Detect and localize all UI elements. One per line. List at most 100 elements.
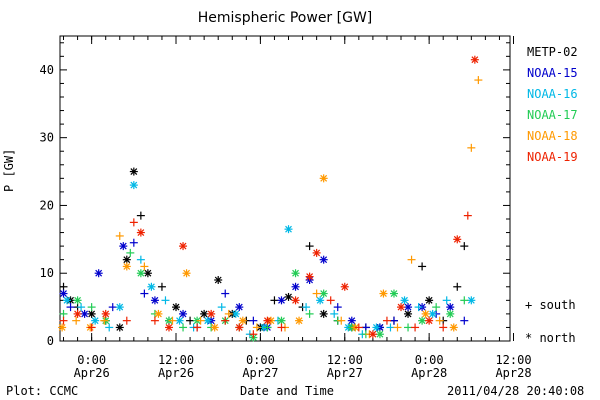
- data-point-metp-02-south: [270, 296, 279, 305]
- data-point-noaa-17-north: [375, 330, 384, 339]
- data-point-noaa-18-north: [379, 289, 388, 298]
- data-point-noaa-18-north: [122, 262, 131, 271]
- x-tick-date-label: Apr26: [158, 366, 194, 380]
- data-point-metp-02-south: [418, 262, 427, 271]
- data-point-noaa-17-south: [179, 323, 188, 332]
- data-point-noaa-18-north: [449, 323, 458, 332]
- legend-item-noaa-15: NOAA-15: [527, 66, 578, 80]
- x-tick-date-label: Apr27: [327, 366, 363, 380]
- data-point-noaa-16-south: [414, 303, 423, 312]
- data-point-noaa-17-south: [460, 296, 469, 305]
- data-point-noaa-18-north: [182, 269, 191, 278]
- data-point-noaa-17-north: [446, 309, 455, 318]
- y-tick-label: 30: [40, 131, 54, 145]
- data-point-noaa-18-south: [196, 316, 205, 325]
- data-point-noaa-18-north: [238, 316, 247, 325]
- data-point-noaa-15-north: [235, 303, 244, 312]
- data-point-noaa-19-south: [129, 218, 138, 227]
- data-point-noaa-18-north: [58, 323, 67, 332]
- data-point-noaa-18-north: [154, 309, 163, 318]
- data-point-noaa-17-north: [418, 316, 427, 325]
- data-point-noaa-15-north: [277, 296, 286, 305]
- data-point-noaa-18-north: [421, 309, 430, 318]
- data-point-noaa-19-north: [425, 316, 434, 325]
- data-point-noaa-19-north: [263, 316, 272, 325]
- data-point-noaa-15-south: [108, 303, 117, 312]
- data-point-noaa-17-south: [126, 248, 135, 257]
- data-point-noaa-16-north: [63, 296, 72, 305]
- data-point-noaa-16-north: [400, 296, 409, 305]
- data-point-noaa-18-south: [224, 309, 233, 318]
- data-point-metp-02-north: [129, 167, 138, 176]
- footer-credit: Plot: CCMC: [6, 384, 79, 398]
- data-point-noaa-17-south: [432, 303, 441, 312]
- data-point-noaa-19-north: [397, 303, 406, 312]
- data-point-metp-02-north: [404, 309, 413, 318]
- data-point-noaa-16-south: [136, 255, 145, 264]
- data-point-noaa-18-south: [168, 316, 177, 325]
- data-point-noaa-16-north: [372, 323, 381, 332]
- x-tick-time-label: 12:00: [327, 353, 363, 367]
- data-point-noaa-17-north: [389, 289, 398, 298]
- data-point-noaa-19-north: [164, 323, 173, 332]
- data-point-noaa-19-north: [305, 272, 314, 281]
- data-point-noaa-19-south: [277, 323, 286, 332]
- data-point-noaa-19-north: [235, 323, 244, 332]
- data-point-noaa-17-south: [404, 323, 413, 332]
- data-point-noaa-17-south: [59, 309, 68, 318]
- data-point-noaa-19-north: [312, 248, 321, 257]
- data-point-noaa-18-north: [210, 323, 219, 332]
- data-point-noaa-19-south: [59, 316, 68, 325]
- data-point-noaa-18-south: [474, 76, 483, 85]
- data-point-noaa-16-north: [175, 316, 184, 325]
- data-point-noaa-18-south: [312, 289, 321, 298]
- data-point-noaa-17-north: [136, 269, 145, 278]
- data-point-metp-02-south: [59, 282, 68, 291]
- data-point-noaa-16-north: [467, 296, 476, 305]
- data-point-noaa-17-north: [73, 296, 82, 305]
- data-point-noaa-15-north: [347, 316, 356, 325]
- x-tick-date-label: Apr28: [411, 366, 447, 380]
- data-point-noaa-18-south: [337, 316, 346, 325]
- data-point-metp-02-south: [453, 282, 462, 291]
- footer-timestamp: 2011/04/28 20:40:08: [447, 384, 585, 398]
- data-point-metp-02-south: [136, 211, 145, 220]
- data-point-noaa-19-north: [136, 228, 145, 237]
- data-point-noaa-19-south: [411, 323, 420, 332]
- data-point-noaa-18-north: [295, 316, 304, 325]
- data-point-metp-02-south: [460, 242, 469, 251]
- data-point-metp-02-north: [87, 309, 96, 318]
- data-point-metp-02-north: [319, 309, 328, 318]
- data-point-noaa-19-north: [207, 309, 216, 318]
- data-point-noaa-18-south: [100, 316, 109, 325]
- data-point-noaa-19-north: [340, 282, 349, 291]
- data-point-noaa-16-south: [330, 309, 339, 318]
- data-point-metp-02-south: [186, 316, 195, 325]
- data-point-noaa-15-north: [291, 282, 300, 291]
- data-point-noaa-16-north: [316, 296, 325, 305]
- data-point-noaa-16-south: [161, 296, 170, 305]
- data-point-noaa-18-south: [252, 323, 261, 332]
- data-point-metp-02-north: [200, 309, 209, 318]
- data-point-noaa-15-north: [179, 309, 188, 318]
- legend-item-noaa-17: NOAA-17: [527, 108, 578, 122]
- y-tick-label: 0: [47, 334, 54, 348]
- data-point-noaa-19-south: [150, 316, 159, 325]
- marker-key-south: + south: [525, 298, 576, 312]
- data-point-noaa-18-north: [319, 174, 328, 183]
- data-point-noaa-18-south: [140, 262, 149, 271]
- legend-item-noaa-19: NOAA-19: [527, 150, 578, 164]
- data-point-noaa-19-north: [101, 309, 110, 318]
- data-point-noaa-17-north: [291, 269, 300, 278]
- data-point-noaa-19-south: [87, 323, 96, 332]
- data-point-noaa-15-north: [59, 289, 68, 298]
- data-point-noaa-15-south: [140, 289, 149, 298]
- data-point-noaa-16-south: [217, 303, 226, 312]
- x-tick-time-label: 0:00: [77, 353, 106, 367]
- data-point-noaa-17-south: [305, 309, 314, 318]
- legend-item-metp-02: METP-02: [527, 45, 578, 59]
- data-point-noaa-15-north: [404, 303, 413, 312]
- x-tick-date-label: Apr28: [495, 366, 531, 380]
- data-point-noaa-18-south: [72, 316, 81, 325]
